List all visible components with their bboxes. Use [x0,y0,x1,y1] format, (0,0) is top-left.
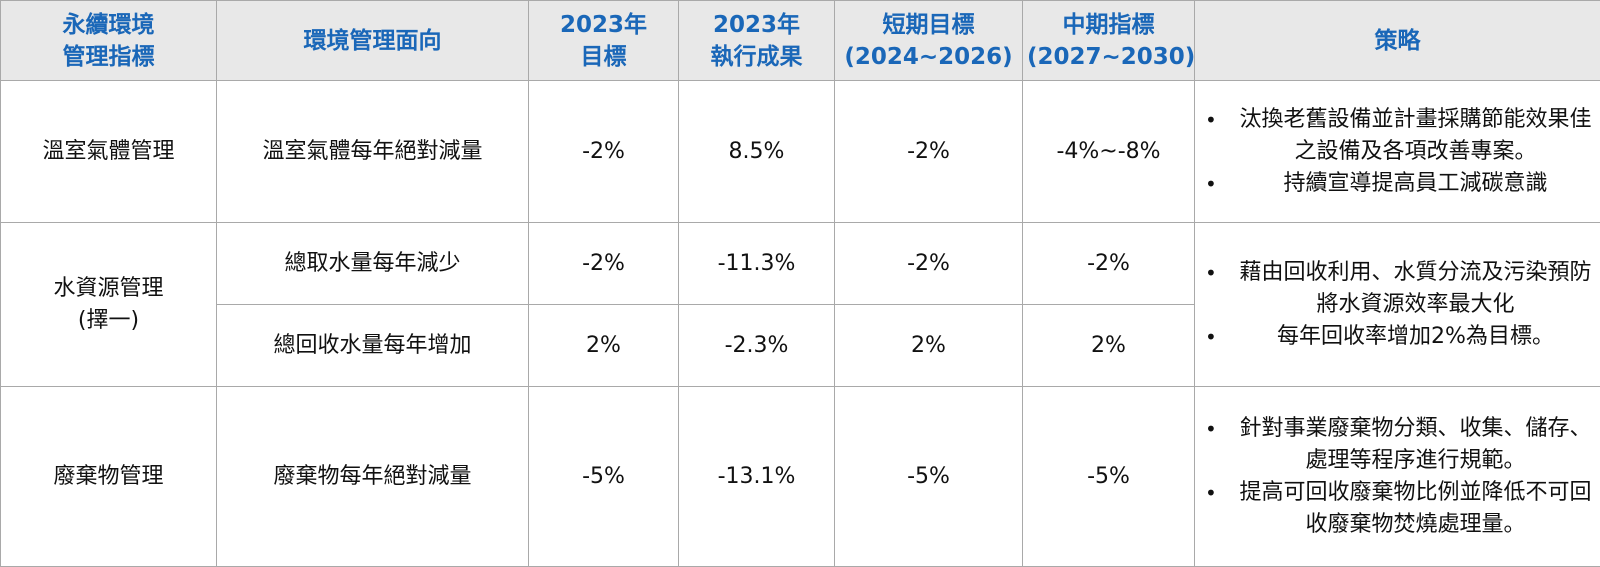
header-indicator: 永續環境 管理指標 [0,0,217,81]
result-2023-cell: 8.5% [678,79,835,224]
indicator-cell: 溫室氣體管理 [0,79,217,224]
header-short-term: 短期目標 (2024~2026) [834,0,1023,81]
header-strategy: 策略 [1194,0,1600,81]
strategy-item: 藉由回收利用、水質分流及污染預防將水資源效率最大化 [1199,257,1596,321]
header-aspect: 環境管理面向 [216,0,529,81]
target-2023-cell: -2% [528,222,679,306]
result-2023-cell: -11.3% [678,222,835,306]
header-row: 永續環境 管理指標 環境管理面向 2023年 目標 2023年 執行成果 短期目… [0,0,1600,81]
mid-term-cell: -5% [1022,386,1195,567]
indicator-cell: 水資源管理 (擇一) [0,222,217,388]
strategy-item: 持續宣導提高員工減碳意識 [1199,168,1596,200]
strategy-cell: 汰換老舊設備並計畫採購節能效果佳之設備及各項改善專案。 持續宣導提高員工減碳意識 [1194,79,1600,224]
target-2023-cell: 2% [528,304,679,388]
strategy-item: 提高可回收廢棄物比例並降低不可回收廢棄物焚燒處理量。 [1199,477,1596,541]
strategy-item: 每年回收率增加2%為目標。 [1199,321,1596,353]
aspect-cell: 總取水量每年減少 [216,222,529,306]
strategy-cell: 針對事業廢棄物分類、收集、儲存、處理等程序進行規範。 提高可回收廢棄物比例並降低… [1194,386,1600,567]
aspect-cell: 廢棄物每年絕對減量 [216,386,529,567]
header-mid-term: 中期指標 (2027~2030) [1022,0,1195,81]
aspect-cell: 溫室氣體每年絕對減量 [216,79,529,224]
short-term-cell: 2% [834,304,1023,388]
header-target-2023: 2023年 目標 [528,0,679,81]
mid-term-cell: -2% [1022,222,1195,306]
result-2023-cell: -13.1% [678,386,835,567]
strategy-list: 汰換老舊設備並計畫採購節能效果佳之設備及各項改善專案。 持續宣導提高員工減碳意識 [1199,104,1596,200]
table-row-ghg: 溫室氣體管理 溫室氣體每年絕對減量 -2% 8.5% -2% -4%~-8% 汰… [0,79,1600,224]
table-row-waste: 廢棄物管理 廢棄物每年絕對減量 -5% -13.1% -5% -5% 針對事業廢… [0,386,1600,567]
mid-term-cell: -4%~-8% [1022,79,1195,224]
target-2023-cell: -5% [528,386,679,567]
short-term-cell: -5% [834,386,1023,567]
table-row-water-recycle: 總回收水量每年增加 2% -2.3% 2% 2% [1,304,1600,388]
strategy-cell: 藉由回收利用、水質分流及污染預防將水資源效率最大化 每年回收率增加2%為目標。 [1194,222,1600,388]
strategy-list: 藉由回收利用、水質分流及污染預防將水資源效率最大化 每年回收率增加2%為目標。 [1199,257,1596,353]
aspect-cell: 總回收水量每年增加 [216,304,529,388]
header-result-2023: 2023年 執行成果 [678,0,835,81]
strategy-item: 汰換老舊設備並計畫採購節能效果佳之設備及各項改善專案。 [1199,104,1596,168]
table-row-water-intake: 水資源管理 (擇一) 總取水量每年減少 -2% -11.3% -2% -2% 藉… [0,222,1600,388]
strategy-item: 針對事業廢棄物分類、收集、儲存、處理等程序進行規範。 [1199,413,1596,477]
short-term-cell: -2% [834,79,1023,224]
short-term-cell: -2% [834,222,1023,306]
target-2023-cell: -2% [528,79,679,224]
mid-term-cell: 2% [1022,304,1195,388]
result-2023-cell: -2.3% [678,304,835,388]
strategy-list: 針對事業廢棄物分類、收集、儲存、處理等程序進行規範。 提高可回收廢棄物比例並降低… [1199,413,1596,541]
indicator-cell: 廢棄物管理 [0,386,217,567]
